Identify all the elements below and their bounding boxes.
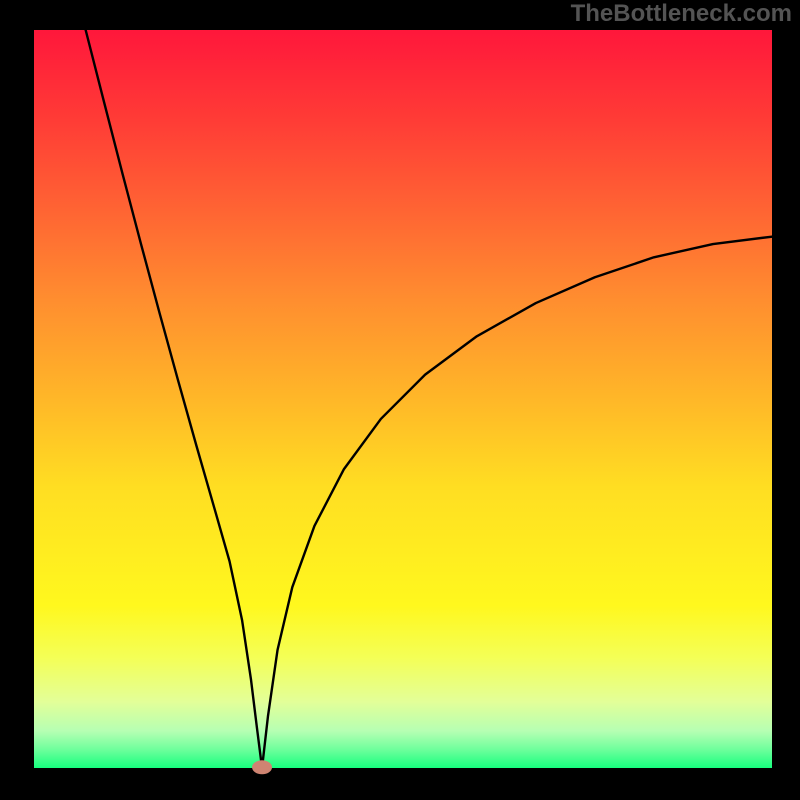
optimal-point-marker: [252, 760, 272, 774]
chart-container: TheBottleneck.com: [0, 0, 800, 800]
chart-background: [34, 30, 772, 768]
watermark-text: TheBottleneck.com: [571, 0, 792, 28]
bottleneck-chart: [0, 0, 800, 800]
